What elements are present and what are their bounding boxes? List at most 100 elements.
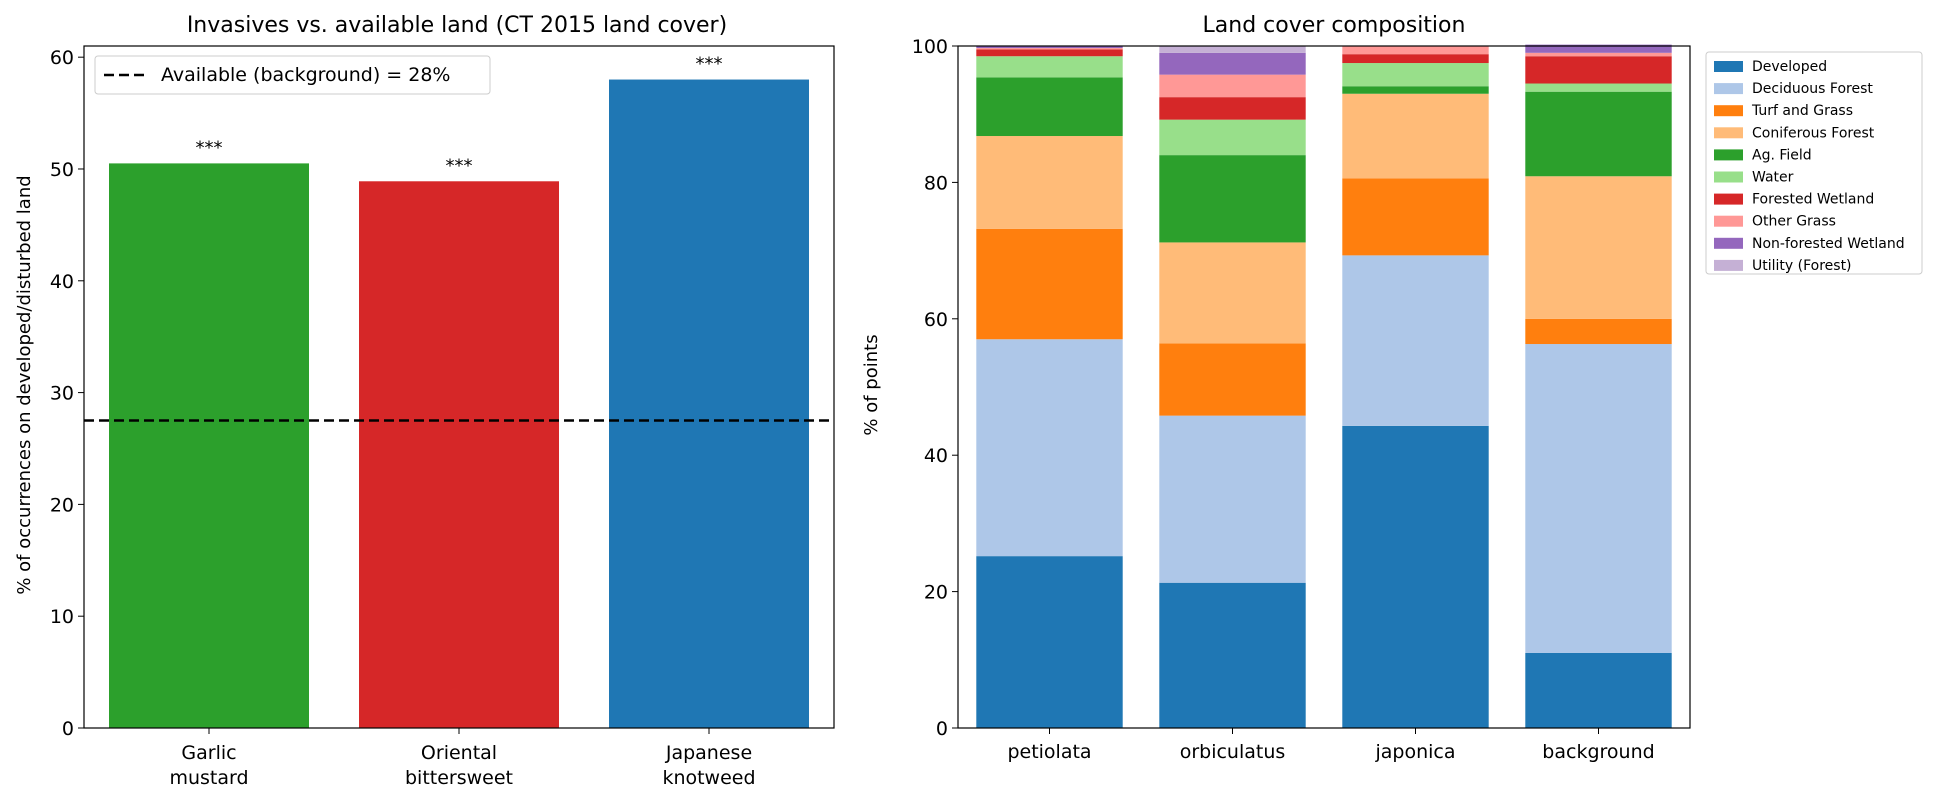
left-y-axis-label: % of occurrences on developed/disturbed … xyxy=(14,175,35,594)
x-tick-label: petiolata xyxy=(1007,741,1091,763)
stacked-bar-segment xyxy=(1525,344,1672,653)
legend-label: Developed xyxy=(1752,59,1827,75)
y-tick-label: 0 xyxy=(936,718,948,740)
plot-frame xyxy=(83,45,835,729)
stacked-bar-segment xyxy=(1525,652,1672,728)
stacked-bar-segment xyxy=(976,556,1123,728)
stacked-bar-segment xyxy=(1159,343,1306,416)
x-tick-label: orbiculatus xyxy=(1180,741,1286,763)
legend-label: Deciduous Forest xyxy=(1752,81,1873,97)
stacked-bar-segment xyxy=(976,48,1123,50)
significance-label: *** xyxy=(446,155,473,176)
legend-label: Water xyxy=(1752,170,1794,186)
y-tick-label: 80 xyxy=(924,172,948,194)
legend-label: Coniferous Forest xyxy=(1752,125,1875,141)
legend-label: Utility (Forest) xyxy=(1752,258,1852,274)
right-y-axis-label: % of points xyxy=(861,334,882,435)
x-tick-label: bittersweet xyxy=(405,767,513,789)
y-tick-label: 0 xyxy=(62,718,74,740)
legend-box xyxy=(94,55,491,95)
left-legend: Available (background) = 28% xyxy=(94,55,491,95)
y-tick-label: 30 xyxy=(50,383,74,405)
plot-frame xyxy=(957,45,1691,729)
stacked-bar-segment xyxy=(1342,255,1489,426)
x-tick-label: knotweed xyxy=(662,767,755,789)
stacked-bar-segment xyxy=(1525,176,1672,319)
legend-swatch xyxy=(1714,237,1743,249)
stacked-bar-segment xyxy=(1525,44,1672,53)
stacked-bar-segment xyxy=(1159,97,1306,120)
stacked-bar-segment xyxy=(976,77,1123,137)
legend-swatch xyxy=(1714,149,1743,161)
legend-label: Turf and Grass xyxy=(1751,103,1853,119)
y-tick-label: 60 xyxy=(50,47,74,69)
legend-swatch xyxy=(1714,127,1743,139)
y-tick-label: 20 xyxy=(924,582,948,604)
stacked-bar-segment xyxy=(1342,86,1489,94)
y-tick-label: 50 xyxy=(50,159,74,181)
legend-swatch xyxy=(1714,105,1743,117)
legend-swatch xyxy=(1714,215,1743,227)
stacked-bar-segment xyxy=(976,46,1123,49)
x-tick-label: Garlic xyxy=(181,742,236,764)
stacked-bar-segment xyxy=(976,228,1123,340)
right-chart-title: Land cover composition xyxy=(1203,13,1466,38)
y-tick-label: 10 xyxy=(50,606,74,628)
legend-label: Non-forested Wetland xyxy=(1752,236,1905,252)
left-chart-title: Invasives vs. available land (CT 2015 la… xyxy=(187,13,727,38)
right-plot-area: petiolata orbiculatus japonica background 0 2… xyxy=(912,36,1691,763)
x-tick-label: mustard xyxy=(169,767,248,789)
stacked-bar-segment xyxy=(976,56,1123,78)
stacked-bar-segment xyxy=(1159,119,1306,156)
right-chart-panel: Land cover composition % of points petio… xyxy=(861,13,1923,763)
stacked-bar-segment xyxy=(1159,46,1306,53)
legend-label: Ag. Field xyxy=(1752,147,1812,163)
legend-label: Forested Wetland xyxy=(1752,192,1874,208)
bar xyxy=(609,79,809,728)
stacked-bar-segment xyxy=(1342,93,1489,179)
legend-swatch xyxy=(1714,61,1743,72)
stacked-bar-segment xyxy=(1342,63,1489,87)
bar xyxy=(109,163,309,729)
stacked-bar-segment xyxy=(1525,91,1672,177)
stacked-bar-segment xyxy=(1342,178,1489,256)
stacked-bar-segment xyxy=(1159,155,1306,243)
stacked-bar-segment xyxy=(1159,74,1306,98)
y-tick-label: 100 xyxy=(912,36,948,58)
stacked-bar-segment xyxy=(976,339,1123,557)
stacked-bar-segment xyxy=(1525,83,1672,92)
x-tick-label: Oriental xyxy=(421,742,497,764)
stacked-bar-segment xyxy=(1159,52,1306,75)
stacked-bar-segment xyxy=(1159,582,1306,728)
legend-label: Available (background) = 28% xyxy=(161,64,450,86)
legend-label: Other Grass xyxy=(1752,214,1836,230)
stacked-bar-segment xyxy=(1525,56,1672,84)
legend-swatch xyxy=(1714,83,1743,95)
y-tick-label: 40 xyxy=(50,271,74,293)
left-chart-panel: Invasives vs. available land (CT 2015 la… xyxy=(14,13,835,789)
y-tick-label: 40 xyxy=(924,445,948,467)
legend-swatch xyxy=(1714,193,1743,205)
x-tick-label: Japanese xyxy=(665,742,752,764)
legend-swatch xyxy=(1714,259,1743,271)
stacked-bar-segment xyxy=(1342,425,1489,728)
significance-label: *** xyxy=(696,54,723,75)
legend-swatch xyxy=(1714,171,1743,183)
stacked-bar-segment xyxy=(1525,318,1672,345)
x-tick-label: japonica xyxy=(1374,741,1455,763)
stacked-bar-segment xyxy=(1159,242,1306,344)
stacked-bar-segment xyxy=(1342,54,1489,64)
stacked-bar-segment xyxy=(976,49,1123,57)
legend-box xyxy=(1705,51,1923,275)
stacked-bar-segment xyxy=(1525,52,1672,57)
stacked-bar-segment xyxy=(976,136,1123,229)
left-plot-area: *** Garlic mustard *** Oriental bittersweet **… xyxy=(50,45,835,789)
y-tick-label: 20 xyxy=(50,494,74,516)
right-legend: Developed Deciduous Forest Turf and Grass C… xyxy=(1705,51,1923,275)
stacked-bar-segment xyxy=(1159,415,1306,583)
y-tick-label: 60 xyxy=(924,309,948,331)
significance-label: *** xyxy=(196,137,223,158)
stacked-bar-segment xyxy=(1342,46,1489,55)
bar xyxy=(359,181,559,728)
